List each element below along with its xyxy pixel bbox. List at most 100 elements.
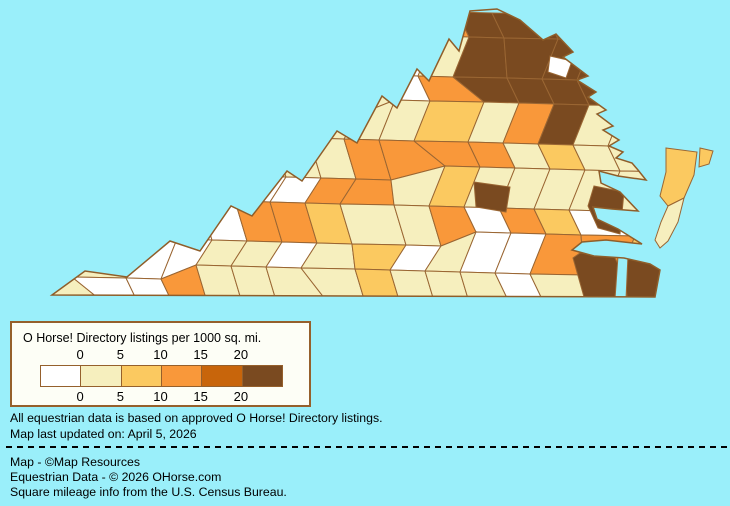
legend-title: O Horse! Directory listings per 1000 sq.… [23, 331, 262, 345]
legend-swatch-5 [241, 366, 282, 386]
eastern-shore-north [659, 147, 698, 207]
county-cell [386, 9, 435, 37]
county-cell [79, 132, 128, 174]
county-cell [238, 135, 287, 178]
county-cell [149, 133, 217, 176]
county-cell [615, 9, 660, 43]
county-cell [83, 41, 136, 69]
footer-map-credit: Map - ©Map Resources [10, 455, 141, 469]
legend-swatch-4 [201, 366, 242, 386]
county-cell [459, 271, 508, 297]
county-cell [118, 42, 171, 70]
county-cell [52, 40, 101, 82]
county-cell [52, 105, 97, 148]
county-cell [52, 66, 97, 108]
county-cell [188, 69, 257, 112]
county-cell [580, 9, 629, 42]
county-cell [71, 236, 143, 279]
map-legend: O Horse! Directory listings per 1000 sq.… [10, 321, 311, 407]
county-cell [199, 174, 252, 202]
legend-tick-label: 20 [233, 389, 249, 404]
county-cell [421, 10, 470, 38]
eastern-shore-island [698, 147, 714, 168]
legend-tick-label: 10 [153, 389, 168, 404]
county-cell [87, 9, 136, 44]
eastern-shore-south [654, 197, 685, 249]
county-cell [222, 70, 291, 113]
county-cell [238, 110, 291, 138]
county-cell [312, 33, 365, 75]
county-cell [223, 45, 295, 73]
legend-swatch-3 [160, 366, 202, 386]
note-last-updated: Map last updated on: April 5, 2026 [10, 427, 197, 441]
legend-tick-label: 0 [76, 347, 84, 362]
county-cell [607, 105, 660, 148]
footer-census-credit: Square mileage info from the U.S. Census… [10, 485, 287, 499]
county-cell [52, 145, 93, 173]
legend-tick-label: 0 [76, 389, 84, 404]
county-cell [149, 108, 205, 136]
county-cell [265, 266, 334, 297]
arlington-notch-white [547, 55, 573, 79]
county-cell [277, 46, 330, 74]
county-cell [382, 34, 435, 77]
county-cell [299, 267, 368, 297]
county-cell [83, 66, 132, 109]
legend-tick-label: 5 [116, 389, 124, 404]
legend-swatch-2 [120, 366, 161, 386]
county-cell [611, 66, 660, 108]
legend-tick-label: 20 [233, 347, 249, 362]
dashed-divider [6, 446, 728, 448]
county-cell [261, 9, 330, 49]
county-cell [52, 170, 93, 213]
central-county-brown [473, 181, 511, 213]
county-cell [316, 9, 365, 49]
county-cell [110, 172, 166, 214]
county-cell [118, 67, 167, 110]
county-cell [199, 199, 248, 242]
county-cell [157, 9, 206, 46]
county-cell [351, 9, 400, 36]
county-cell [192, 9, 241, 47]
county-cell [312, 72, 361, 115]
footer-data-credit: Equestrian Data - © 2026 OHorse.com [10, 470, 222, 484]
county-cell [273, 111, 326, 139]
county-cell [52, 9, 101, 43]
county-cell [79, 106, 132, 148]
virginia-beach-brown [623, 257, 660, 297]
county-cell [161, 173, 217, 201]
legend-tick-label: 10 [153, 347, 168, 362]
county-cell [227, 9, 296, 48]
county-cell [200, 109, 256, 137]
note-data-source: All equestrian data is based on approved… [10, 411, 383, 425]
county-cell [153, 68, 202, 111]
county-cell [75, 171, 128, 214]
county-cell [494, 272, 543, 297]
legend-tick-label: 15 [193, 389, 208, 404]
legend-tick-label: 5 [116, 347, 124, 362]
county-cell [114, 132, 163, 175]
county-cell [109, 198, 178, 240]
county-cell [273, 136, 322, 179]
county-cell [347, 33, 400, 76]
county-cell [52, 210, 89, 238]
county-cell [114, 107, 167, 135]
county-cell [203, 134, 252, 177]
county-cell [164, 198, 213, 241]
state-outline [49, 8, 661, 298]
legend-swatch-bar [40, 365, 283, 387]
county-cell [576, 39, 629, 82]
county-cell [424, 270, 473, 297]
county-cell [611, 40, 660, 82]
legend-tick-label: 15 [193, 347, 208, 362]
county-cell [52, 235, 89, 278]
county-cell [153, 43, 206, 71]
county-cell [122, 9, 171, 45]
legend-swatch-0 [41, 366, 81, 386]
legend-swatch-1 [80, 366, 121, 386]
county-cell [188, 44, 241, 72]
county-cell [277, 71, 326, 114]
county-cell [75, 211, 144, 239]
